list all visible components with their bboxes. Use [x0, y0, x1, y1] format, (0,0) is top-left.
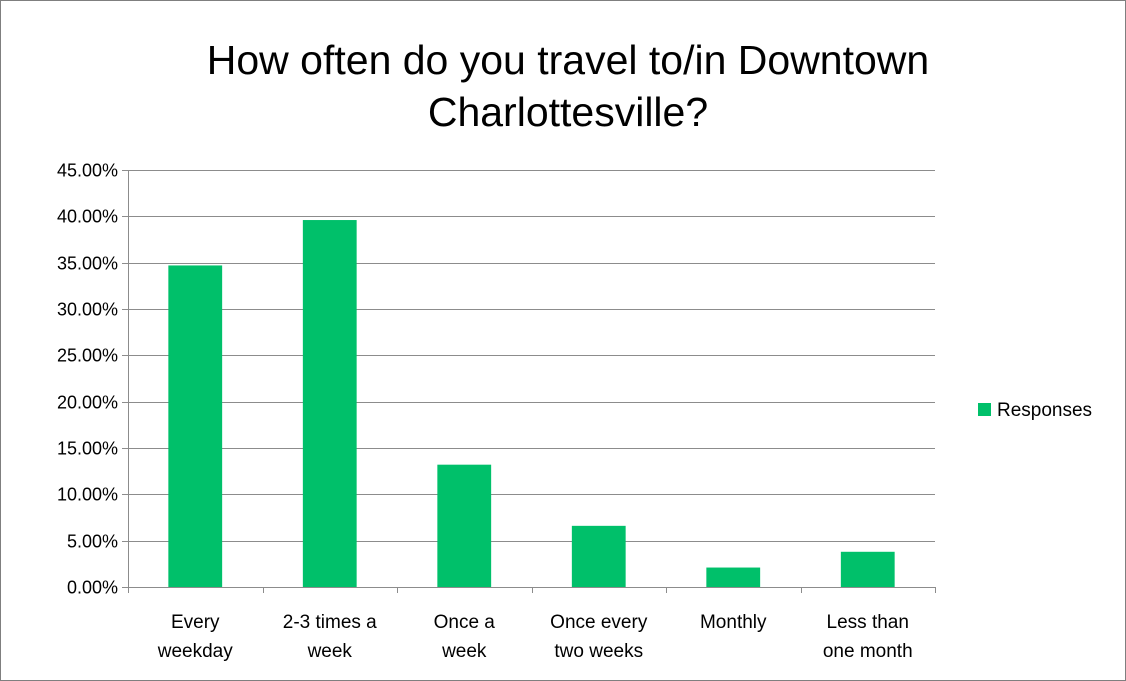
- legend-label-responses: Responses: [997, 400, 1092, 421]
- chart-title-line-1: How often do you travel to/in Downtown: [207, 37, 929, 83]
- y-tick-label: 20.00%: [57, 393, 118, 413]
- bar: [302, 220, 357, 588]
- x-category-label: Once a: [434, 612, 496, 633]
- x-category-labels: Every weekday 2-3 times a week Once a week Onc…: [157, 612, 913, 662]
- bar: [706, 567, 761, 587]
- x-category-label: one month: [823, 641, 913, 662]
- y-tick-label: 45.00%: [57, 161, 118, 181]
- x-category-label: week: [307, 641, 353, 662]
- bar: [840, 551, 895, 587]
- gridlines: [128, 170, 935, 542]
- x-category-label: Monthly: [700, 612, 767, 633]
- bar: [571, 525, 626, 587]
- chart-title-line-2: Charlottesville?: [428, 89, 708, 135]
- y-tick-label: 5.00%: [67, 532, 118, 552]
- axes: [122, 170, 936, 593]
- x-category-label: weekday: [157, 641, 233, 662]
- y-tick-labels: 0.00% 5.00% 10.00% 15.00% 20.00% 25.00% 30.00%…: [57, 161, 118, 598]
- y-tick-label: 15.00%: [57, 439, 118, 459]
- bars: [168, 220, 895, 588]
- y-tick-label: 35.00%: [57, 254, 118, 274]
- legend: Responses: [978, 400, 1092, 421]
- x-category-label: Every: [171, 612, 220, 633]
- x-category-label: week: [441, 641, 487, 662]
- x-category-label: Once every: [550, 612, 648, 633]
- y-tick-label: 40.00%: [57, 207, 118, 227]
- y-tick-label: 25.00%: [57, 346, 118, 366]
- bar: [437, 464, 492, 587]
- y-tick-label: 30.00%: [57, 300, 118, 320]
- legend-swatch-responses: [978, 403, 991, 416]
- bar: [168, 265, 223, 587]
- y-tick-label: 10.00%: [57, 485, 118, 505]
- x-category-label: two weeks: [554, 641, 643, 662]
- x-category-label: 2-3 times a: [283, 612, 377, 633]
- y-tick-label: 0.00%: [67, 578, 118, 598]
- x-category-label: Less than: [827, 612, 909, 633]
